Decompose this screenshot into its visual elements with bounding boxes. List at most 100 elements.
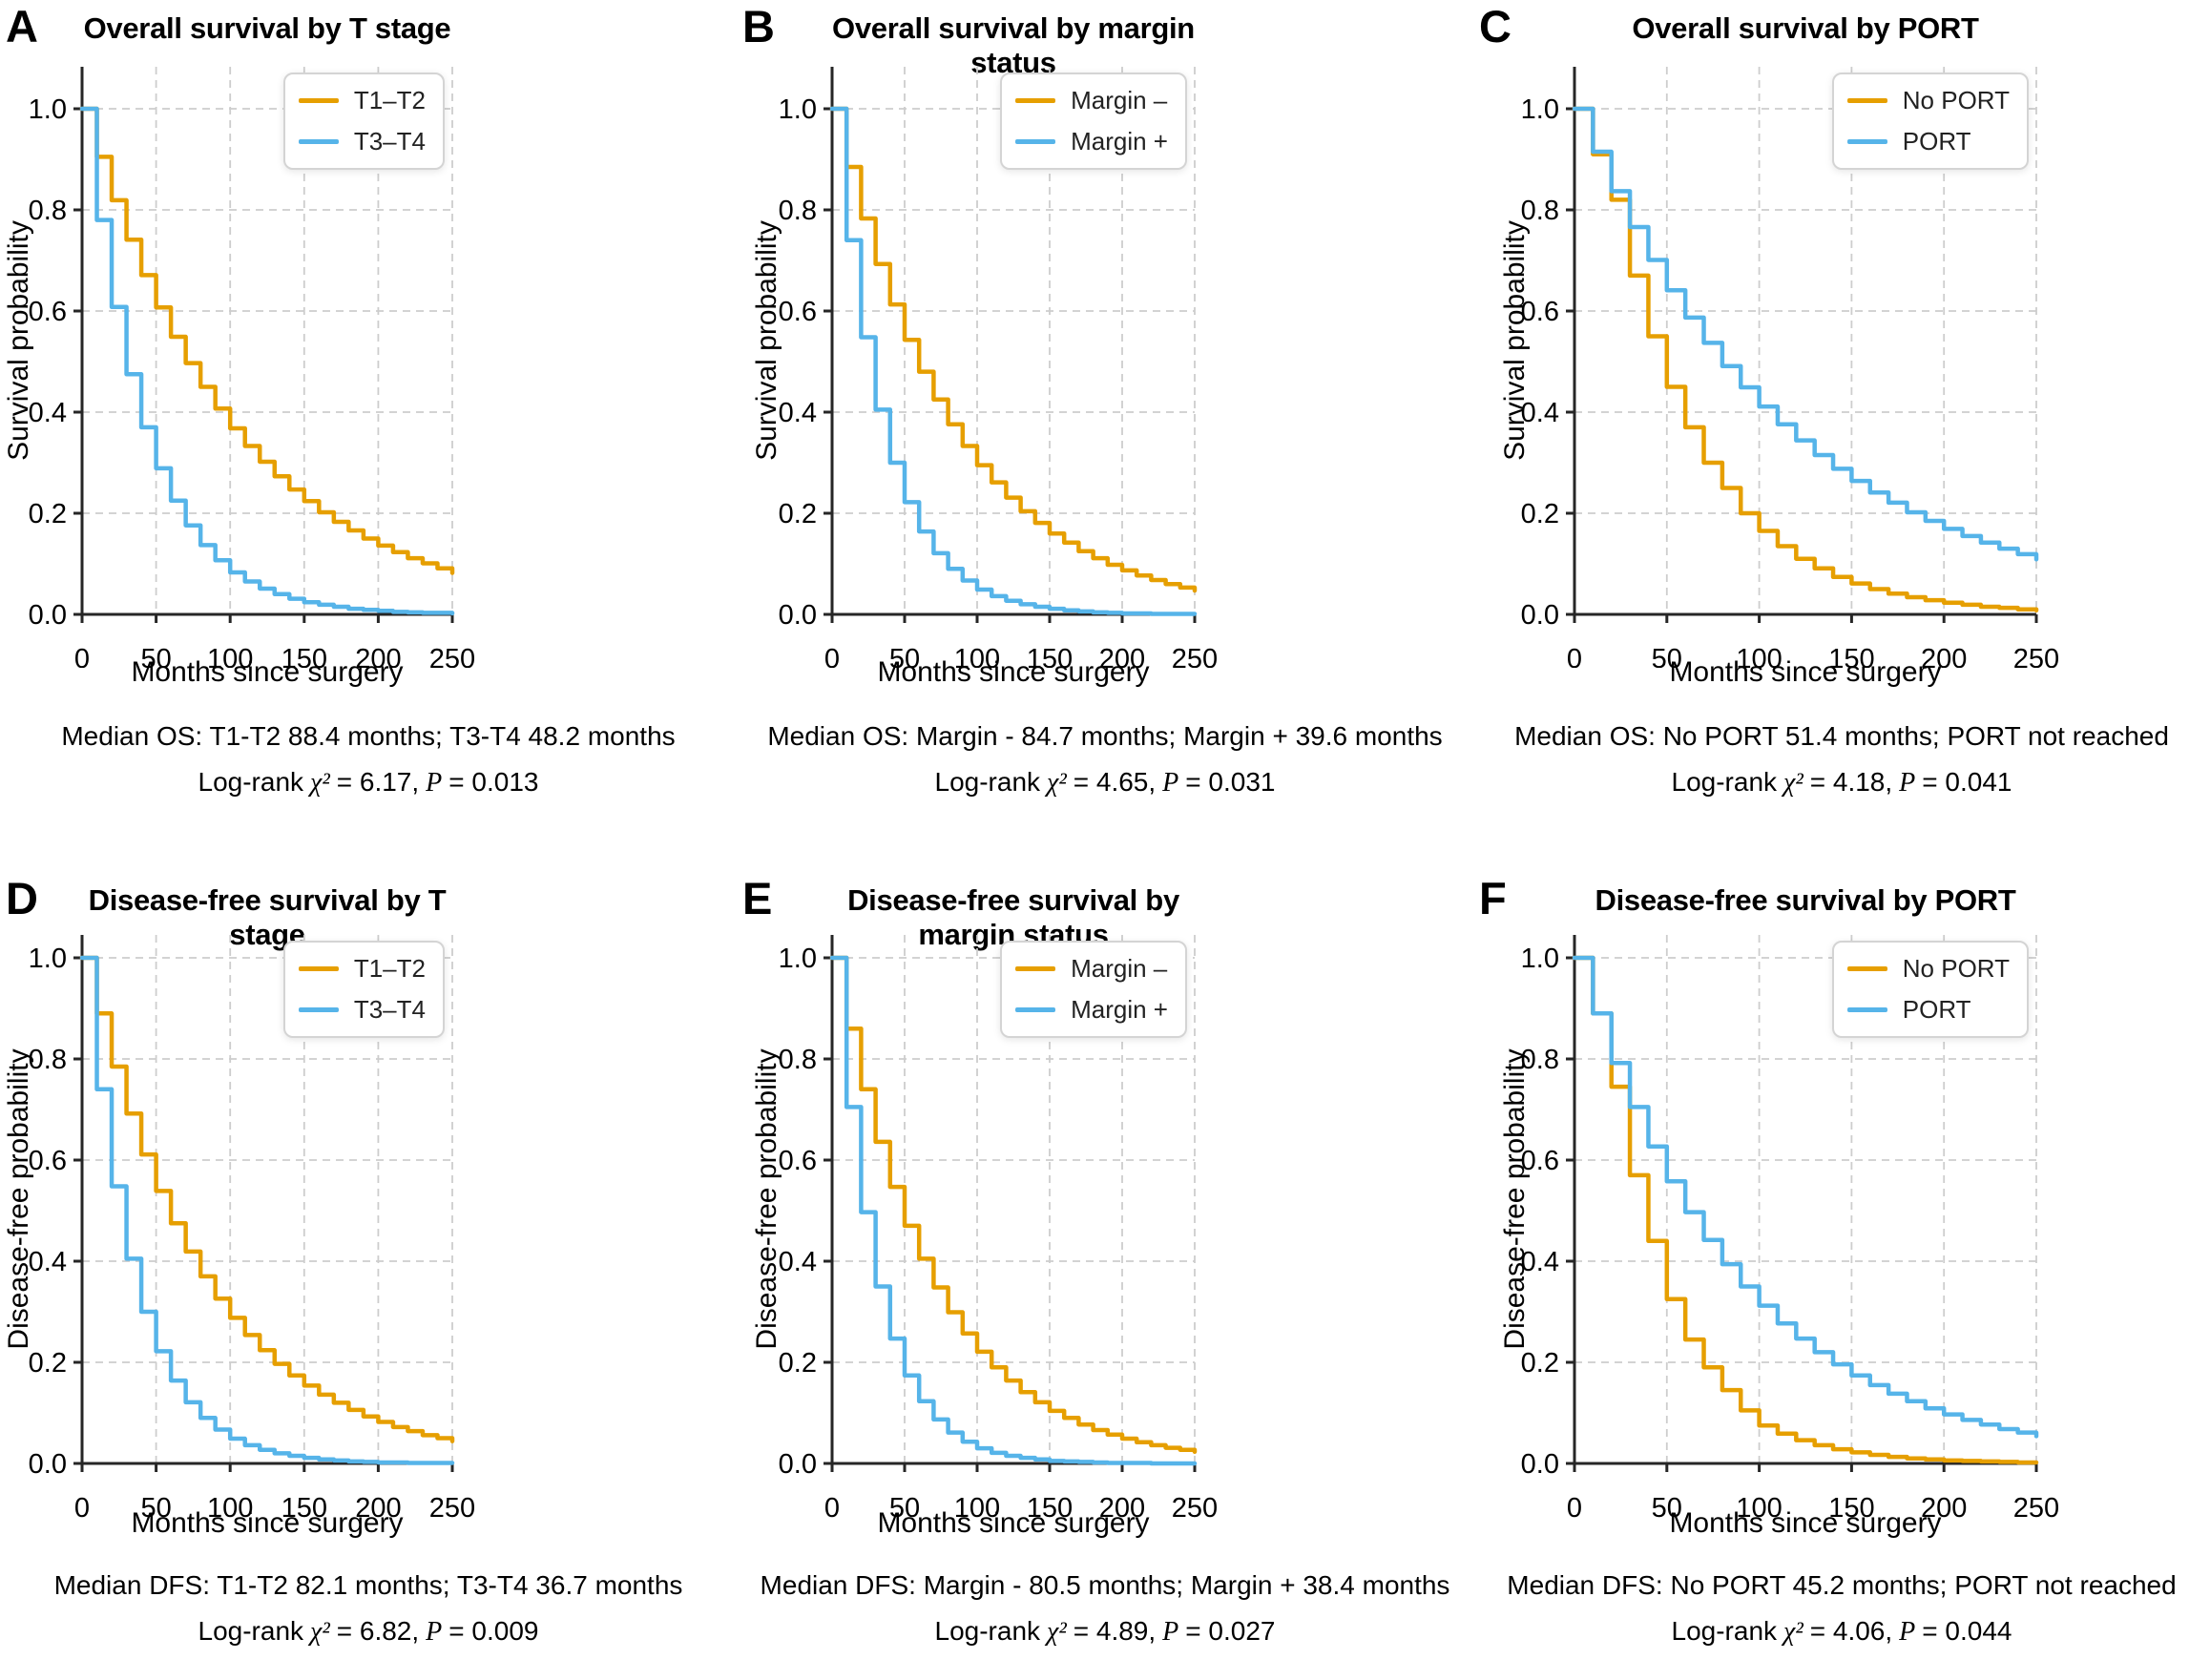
svg-text:1.0: 1.0 (1521, 94, 1559, 125)
panel-f: F Disease-free survival by PORT 0.0 0.2 0.… (1473, 840, 2210, 1680)
svg-text:250: 250 (2013, 1493, 2059, 1524)
p-symbol: P (1162, 768, 1179, 798)
legend-entry: Margin – (1015, 954, 1168, 984)
legend-entry: T3–T4 (298, 995, 426, 1025)
km-curve-margin- (829, 106, 1198, 593)
legend-entry: No PORT (1846, 954, 2010, 984)
legend-label: Margin + (1071, 127, 1168, 156)
legend-line-sample-icon (1846, 139, 1887, 144)
x-tick-labels: 0 50 100 150 200 250 (1567, 1493, 2059, 1524)
chi-squared-symbol: χ² (1783, 1617, 1803, 1647)
svg-text:0.2: 0.2 (1521, 499, 1559, 529)
x-tick-labels: 0 50 100 150 200 250 (824, 644, 1218, 668)
svg-text:0.4: 0.4 (1521, 398, 1559, 428)
km-curve-t3-t4 (79, 955, 455, 1465)
svg-text:0.6: 0.6 (1521, 1146, 1559, 1176)
legend-line-sample-icon (298, 1007, 339, 1012)
chi-squared-value: = 6.17, (336, 767, 420, 797)
svg-text:0: 0 (824, 644, 840, 668)
p-value: = 0.041 (1922, 767, 2012, 797)
y-axis-label: Disease-free probability (751, 1048, 782, 1350)
chi-squared-symbol: χ² (1047, 1617, 1067, 1647)
km-curve-port (1572, 106, 2039, 562)
svg-text:200: 200 (1099, 644, 1145, 668)
svg-text:250: 250 (429, 1493, 475, 1524)
legend-label: T1–T2 (353, 954, 426, 983)
svg-text:0.8: 0.8 (779, 196, 817, 226)
legend-line-sample-icon (1846, 1007, 1887, 1012)
svg-text:0.4: 0.4 (1521, 1247, 1559, 1277)
panel-title: Disease-free survival by PORT (1595, 883, 2016, 917)
svg-text:0.0: 0.0 (29, 600, 67, 631)
logrank-prefix: Log-rank (198, 1616, 304, 1646)
svg-text:100: 100 (207, 1493, 253, 1524)
y-tick-labels: 0.0 0.2 0.4 0.6 0.8 1.0 (779, 94, 817, 631)
panel-label: F (1479, 873, 1507, 923)
legend-label: PORT (1902, 127, 1971, 156)
chi-squared-value: = 6.82, (336, 1616, 420, 1646)
svg-text:150: 150 (1828, 1493, 1874, 1524)
legend-label: T3–T4 (353, 127, 426, 156)
svg-text:1.0: 1.0 (779, 944, 817, 974)
svg-text:0: 0 (1567, 1493, 1582, 1524)
svg-text:150: 150 (281, 644, 327, 668)
legend: T1–T2 T3–T4 (282, 941, 445, 1038)
legend-label: Margin – (1071, 86, 1168, 114)
km-plot: 0.0 0.2 0.4 0.6 0.8 1.0 0 50 100 150 200 250 (29, 935, 475, 1524)
logrank-annotation: Log-rank χ² = 4.18, P = 0.041 (1473, 767, 2210, 799)
y-axis-label: Survival probability (3, 220, 34, 461)
svg-text:200: 200 (1921, 1493, 1967, 1524)
y-axis-label: Disease-free probability (1499, 1048, 1531, 1350)
legend-line-sample-icon (1015, 966, 1056, 971)
gridlines (82, 67, 453, 614)
legend-label: Margin + (1071, 995, 1168, 1024)
svg-text:0.4: 0.4 (779, 1247, 817, 1277)
svg-text:50: 50 (1652, 1493, 1682, 1524)
x-axis-label: Months since surgery (1669, 656, 1942, 688)
panel-title: Overall survival by PORT (1632, 11, 1979, 45)
svg-text:0: 0 (824, 1493, 840, 1524)
svg-text:0.6: 0.6 (779, 297, 817, 327)
logrank-annotation: Log-rank χ² = 4.06, P = 0.044 (1473, 1616, 2210, 1648)
p-symbol: P (1899, 1617, 1916, 1647)
svg-text:0: 0 (1567, 644, 1582, 668)
svg-text:0.6: 0.6 (779, 1146, 817, 1176)
chi-squared-value: = 4.18, (1809, 767, 1893, 797)
median-annotation: Median OS: No PORT 51.4 months; PORT not… (1514, 721, 2169, 751)
median-annotation: Median DFS: No PORT 45.2 months; PORT no… (1507, 1570, 2177, 1600)
svg-text:0.4: 0.4 (29, 1247, 67, 1277)
km-curve-t1-t2 (79, 955, 455, 1443)
median-annotation: Median OS: Margin - 84.7 months; Margin … (767, 721, 1443, 751)
svg-text:0.6: 0.6 (29, 1146, 67, 1176)
legend-entry: T1–T2 (298, 954, 426, 984)
svg-text:0.8: 0.8 (1521, 196, 1559, 226)
svg-text:50: 50 (140, 1493, 171, 1524)
svg-text:100: 100 (954, 644, 1000, 668)
y-tick-labels: 0.0 0.2 0.4 0.6 0.8 1.0 (779, 944, 817, 1480)
legend-line-sample-icon (298, 98, 339, 103)
svg-text:50: 50 (889, 644, 920, 668)
panel-c: C Overall survival by PORT 0.0 0.2 0.4 0.6 0… (1473, 0, 2210, 840)
legend-entry: No PORT (1846, 86, 2010, 115)
legend-label: T1–T2 (353, 86, 426, 114)
x-tick-labels: 0 50 100 150 200 250 (824, 1493, 1218, 1524)
svg-text:0.0: 0.0 (29, 1449, 67, 1480)
median-annotation: Median OS: T1-T2 88.4 months; T3-T4 48.2… (61, 721, 676, 751)
panel-title: Overall survival by margin status (832, 11, 1195, 79)
svg-text:100: 100 (954, 1493, 1000, 1524)
chi-squared-symbol: χ² (310, 1617, 330, 1647)
svg-text:0.0: 0.0 (779, 600, 817, 631)
y-axis-label: Survival probability (1499, 220, 1531, 461)
gridlines (832, 935, 1196, 1463)
svg-text:0.0: 0.0 (1521, 1449, 1559, 1480)
legend-label: T3–T4 (353, 995, 426, 1024)
legend-entry: Margin + (1015, 127, 1168, 156)
y-tick-labels: 0.0 0.2 0.4 0.6 0.8 1.0 (29, 944, 67, 1480)
svg-text:200: 200 (355, 644, 401, 668)
panel-title: Overall survival by T stage (83, 11, 451, 45)
svg-text:250: 250 (429, 644, 475, 668)
logrank-prefix: Log-rank (934, 767, 1041, 797)
logrank-annotation: Log-rank χ² = 4.89, P = 0.027 (737, 1616, 1473, 1648)
svg-text:0.4: 0.4 (29, 398, 67, 428)
legend: Margin – Margin + (1000, 73, 1187, 170)
